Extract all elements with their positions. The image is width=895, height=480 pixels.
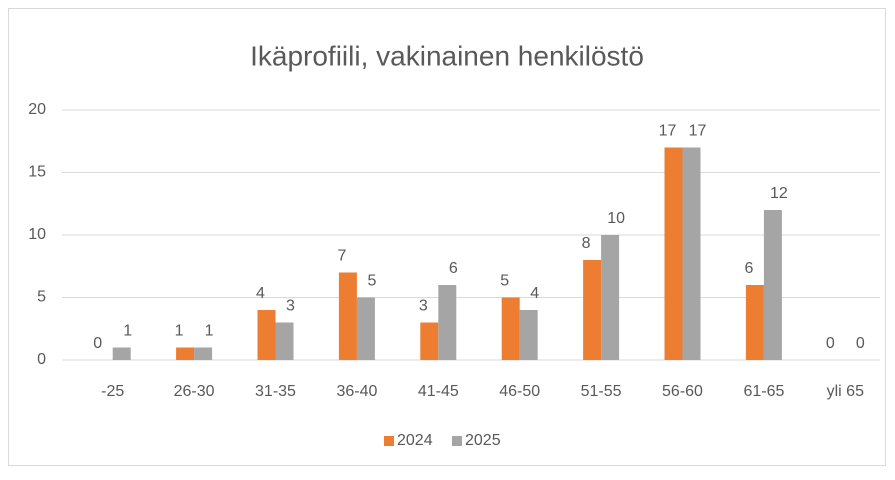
data-label: 3 [286, 298, 295, 315]
x-tick-label: 51-55 [581, 383, 622, 400]
data-label: 6 [449, 260, 458, 277]
bar [682, 147, 701, 360]
legend-label: 2024 [397, 432, 433, 449]
x-tick-label: 41-45 [418, 383, 459, 400]
data-label: 1 [205, 323, 214, 340]
bar [194, 347, 213, 360]
data-label: 0 [93, 335, 102, 352]
bar [356, 297, 375, 360]
bar [763, 210, 782, 360]
data-label: 5 [500, 273, 509, 290]
data-label: 1 [123, 323, 132, 340]
bar [438, 285, 457, 360]
bar [583, 260, 602, 360]
data-label: 4 [530, 285, 539, 302]
data-label: 17 [689, 123, 707, 140]
x-tick-label: -25 [101, 383, 124, 400]
bar [275, 322, 294, 360]
bar [112, 347, 131, 360]
bar [519, 310, 538, 360]
x-tick-label: 46-50 [499, 383, 540, 400]
bar [338, 272, 357, 360]
bar [257, 310, 276, 360]
x-tick-label: 26-30 [174, 383, 215, 400]
data-label: 5 [367, 273, 376, 290]
data-label: 1 [175, 323, 184, 340]
x-tick-label: 61-65 [743, 383, 784, 400]
legend-swatch [452, 436, 462, 446]
y-tick-label: 20 [28, 101, 46, 118]
data-label: 17 [659, 123, 677, 140]
y-tick-label: 0 [37, 351, 46, 368]
data-label: 0 [826, 335, 835, 352]
data-label: 6 [744, 260, 753, 277]
bar [664, 147, 683, 360]
bar [420, 322, 439, 360]
data-label: 3 [419, 298, 428, 315]
x-tick-label: 36-40 [336, 383, 377, 400]
data-label: 12 [770, 185, 788, 202]
x-tick-label: 31-35 [255, 383, 296, 400]
data-label: 4 [256, 285, 265, 302]
data-label: 7 [337, 248, 346, 265]
data-label: 0 [856, 335, 865, 352]
data-label: 10 [607, 210, 625, 227]
data-label: 8 [582, 235, 591, 252]
y-tick-label: 15 [28, 164, 46, 181]
legend-swatch [384, 436, 394, 446]
y-tick-label: 5 [37, 289, 46, 306]
x-tick-label: yli 65 [827, 383, 864, 400]
bar [601, 235, 620, 360]
bar [501, 297, 520, 360]
y-tick-label: 10 [28, 226, 46, 243]
chart-border [8, 8, 886, 466]
bar [745, 285, 764, 360]
chart-title: Ikäprofiili, vakinainen henkilöstö [250, 40, 644, 71]
x-tick-label: 56-60 [662, 383, 703, 400]
bar [176, 347, 195, 360]
legend-label: 2025 [465, 432, 501, 449]
